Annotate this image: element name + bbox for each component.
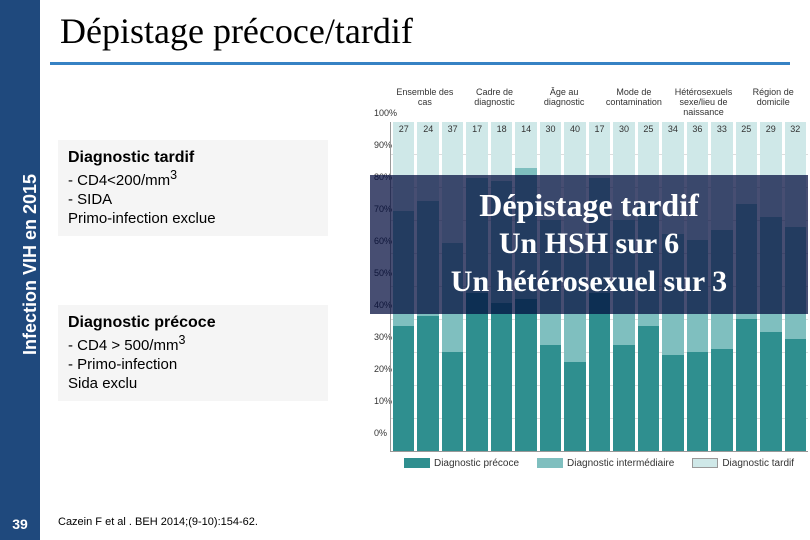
title-rule <box>50 62 790 65</box>
legend-intermediaire: Diagnostic intermédiaire <box>537 458 674 469</box>
precoce-line3: Sida exclu <box>68 375 318 394</box>
callout-line3: Un hétérosexuel sur 3 <box>376 263 802 301</box>
diagnostic-tardif-box: Diagnostic tardif - CD4<200/mm3 - SIDA P… <box>58 140 328 236</box>
legend-tardif: Diagnostic tardif <box>692 458 794 469</box>
tardif-line1: - CD4<200/mm3 <box>68 168 318 191</box>
precoce-heading: Diagnostic précoce <box>68 313 318 333</box>
legend-precoce: Diagnostic précoce <box>404 458 519 469</box>
slide-number: 39 <box>0 508 40 540</box>
precoce-line1: - CD4 > 500/mm3 <box>68 333 318 356</box>
chart-legend: Diagnostic précoce Diagnostic intermédia… <box>390 458 808 469</box>
tardif-line3: Primo-infection exclue <box>68 210 318 229</box>
tardif-heading: Diagnostic tardif <box>68 148 318 168</box>
citation: Cazein F et al . BEH 2014;(9-10):154-62. <box>58 516 258 528</box>
sidebar-stripe: Infection VIH en 2015 39 <box>0 0 40 540</box>
diagnostic-precoce-box: Diagnostic précoce - CD4 > 500/mm3 - Pri… <box>58 305 328 401</box>
sidebar-label: Infection VIH en 2015 <box>20 174 41 355</box>
chart-column-headers: Ensemble des casCadre de diagnosticÂge a… <box>390 88 808 118</box>
callout-line1: Dépistage tardif <box>376 185 802 225</box>
callout-overlay: Dépistage tardif Un HSH sur 6 Un hétéros… <box>370 175 808 314</box>
precoce-line2: - Primo-infection <box>68 356 318 375</box>
slide: Infection VIH en 2015 39 Dépistage préco… <box>0 0 810 540</box>
slide-title: Dépistage précoce/tardif <box>60 10 760 52</box>
callout-line2: Un HSH sur 6 <box>376 225 802 263</box>
tardif-line2: - SIDA <box>68 191 318 210</box>
